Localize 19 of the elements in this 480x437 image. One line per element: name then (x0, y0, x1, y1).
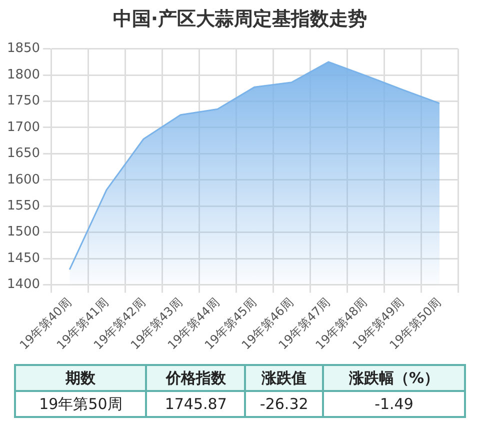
y-tick-label: 1450 (6, 250, 40, 266)
chart-title: 中国·产区大蒜周定基指数走势 (112, 7, 368, 32)
y-tick-label: 1800 (6, 67, 40, 82)
text: -1.49 (322, 391, 465, 417)
y-tick-label: 1400 (6, 277, 40, 292)
y-tick-label: 1550 (6, 198, 40, 214)
y-tick-label: 1850 (6, 41, 40, 56)
text: 1745.87 (146, 391, 246, 417)
y-tick-label: 1500 (6, 224, 40, 240)
text: 期数 (15, 365, 146, 391)
text: 涨跌值 (245, 365, 323, 391)
text: 19年第50周 (15, 391, 146, 417)
y-tick-label: 1650 (6, 146, 40, 162)
text: -26.32 (245, 391, 323, 417)
text: 涨跌幅（%） (322, 365, 465, 391)
y-tick-label: 1750 (6, 94, 40, 109)
y-tick-label: 1600 (6, 172, 40, 188)
text: 价格指数 (146, 365, 246, 391)
y-tick-label: 1700 (6, 120, 40, 135)
